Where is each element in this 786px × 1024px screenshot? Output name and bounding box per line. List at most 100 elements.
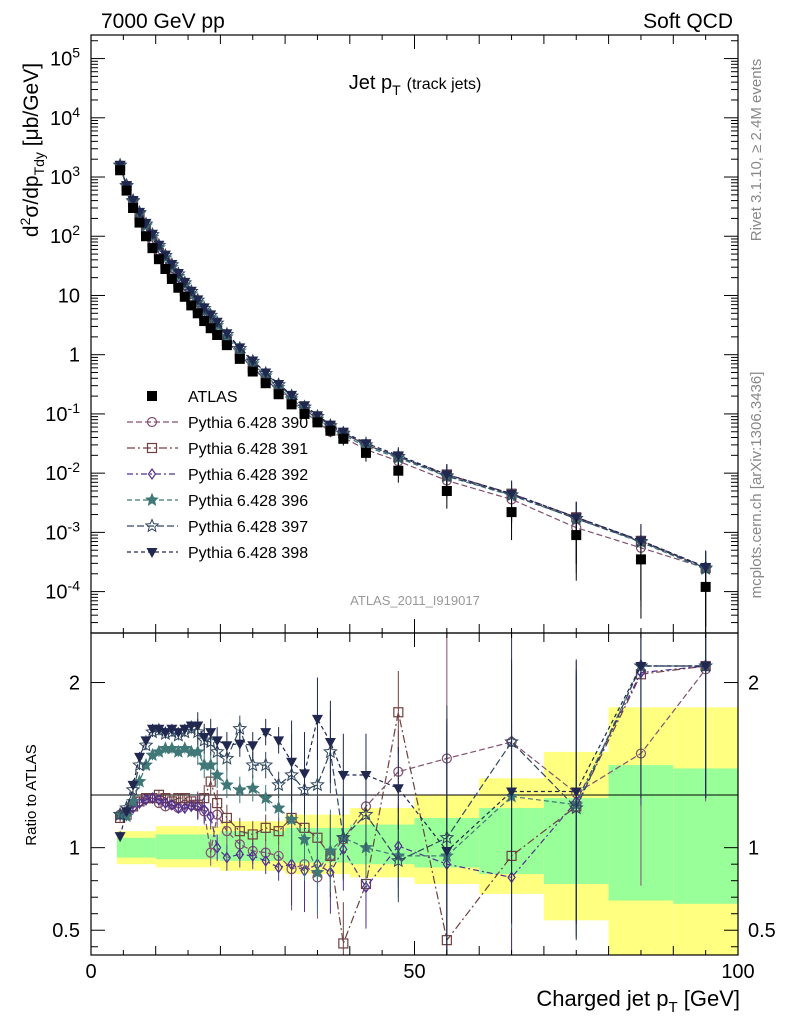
ratio-point [125, 782, 141, 797]
data-point [160, 263, 171, 274]
ratio-point [140, 736, 152, 747]
ratio-point [260, 728, 272, 739]
analysis-watermark: ATLAS_2011_I919017 [350, 593, 480, 608]
ratio-point [260, 822, 271, 833]
ratio-point [506, 787, 518, 798]
data-point [571, 530, 582, 541]
ratio-y-tick-label: 2 [69, 673, 80, 695]
ratio-axis-ticks: 0 50 100 0.5 0.5 1 1 2 2 [52, 633, 776, 983]
ratio-point [273, 826, 284, 837]
data-point [635, 554, 646, 565]
y-tick-label: 104 [50, 104, 80, 130]
data-point [312, 417, 323, 428]
ratio-y-tick-label-right: 2 [748, 673, 759, 695]
main-y-axis-ticks: 10-4 10-3 10-2 10-1 1 10 102 103 104 105 [45, 35, 739, 634]
ratio-point [210, 767, 225, 781]
ratio-point [247, 829, 258, 840]
ratio-y-tick-label: 0.5 [52, 920, 80, 942]
ratio-point [132, 774, 147, 788]
data-point [273, 380, 285, 391]
ratio-point [139, 757, 153, 772]
ratio-point [324, 737, 336, 748]
ratio-point [114, 832, 126, 843]
header-left: 7000 GeV pp [101, 10, 225, 33]
ratio-point [167, 798, 177, 811]
y-tick-label: 105 [50, 45, 80, 71]
ratio-point [273, 736, 285, 747]
main-y-axis-label: d2σ/dpTdy [μb/GeV] [17, 63, 47, 237]
ratio-point [206, 810, 215, 823]
data-point [199, 316, 210, 327]
ratio-point [154, 793, 164, 806]
y-tick-label: 1 [69, 345, 80, 367]
x-tick-label: 0 [85, 961, 96, 983]
data-point [147, 243, 158, 254]
data-point [172, 268, 184, 279]
series-line [119, 164, 706, 568]
data-point [221, 340, 232, 351]
legend-label: Pythia 6.428 390 [188, 415, 308, 432]
legend-marker [147, 391, 157, 401]
ratio-point [209, 744, 225, 759]
data-point [185, 286, 197, 297]
data-point [179, 277, 191, 288]
legend-item: Pythia 6.428 397 [127, 518, 308, 536]
data-point [260, 368, 272, 379]
legend-label: Pythia 6.428 398 [188, 545, 308, 562]
ratio-point [126, 794, 141, 808]
ratio-point [121, 807, 133, 818]
legend-marker [146, 442, 158, 454]
data-point [360, 439, 372, 450]
ratio-point [245, 757, 261, 772]
legend-item: Pythia 6.428 391 [127, 441, 308, 458]
ratio-point [166, 724, 178, 735]
ratio-point [193, 800, 202, 813]
data-point [140, 231, 151, 242]
ratio-point [190, 744, 205, 758]
legend-marker [146, 416, 158, 428]
ratio-point [170, 727, 186, 742]
ratio-point [127, 780, 139, 791]
ratio-point [212, 841, 222, 854]
ratio-series-pythia-6-428-398 [114, 633, 712, 955]
x-axis-label: Charged jet pT [GeV] [536, 986, 740, 1016]
ratio-point [187, 800, 196, 813]
ratio-point [179, 724, 191, 735]
ratio-point [271, 800, 286, 814]
data-point [153, 254, 164, 265]
ratio-point [247, 741, 259, 752]
ratio-point [234, 739, 246, 750]
legend-label: Pythia 6.428 392 [188, 467, 308, 484]
data-point [393, 465, 404, 476]
ratio-point [261, 854, 270, 867]
data-point [441, 470, 453, 481]
data-point [506, 507, 517, 518]
legend-label: ATLAS [188, 389, 238, 406]
ratio-point [174, 801, 183, 815]
ratio-point [358, 806, 374, 821]
data-point [221, 329, 233, 340]
ratio-point [221, 812, 232, 824]
data-point [234, 343, 246, 354]
ratio-point [286, 757, 298, 768]
ratio-point [245, 780, 260, 795]
data-point [127, 195, 139, 206]
ratio-y-tick-label-right: 0.5 [748, 920, 776, 942]
y-tick-label: 10-4 [45, 578, 80, 604]
y-tick-label: 102 [50, 222, 80, 248]
ratio-point [148, 792, 157, 805]
data-point [166, 273, 177, 284]
data-point [247, 356, 259, 367]
ratio-y-axis-label: Ratio to ATLAS [23, 744, 40, 845]
data-point [115, 165, 126, 176]
data-point [286, 399, 297, 410]
data-point [311, 411, 323, 422]
ratio-point [338, 938, 349, 949]
ratio-point [203, 757, 218, 772]
ratio-point [271, 777, 287, 792]
ratio-point [700, 662, 712, 673]
data-point [192, 295, 204, 306]
ratio-y-tick-label: 1 [69, 838, 80, 860]
data-point [570, 513, 582, 524]
ratio-point [284, 812, 299, 826]
